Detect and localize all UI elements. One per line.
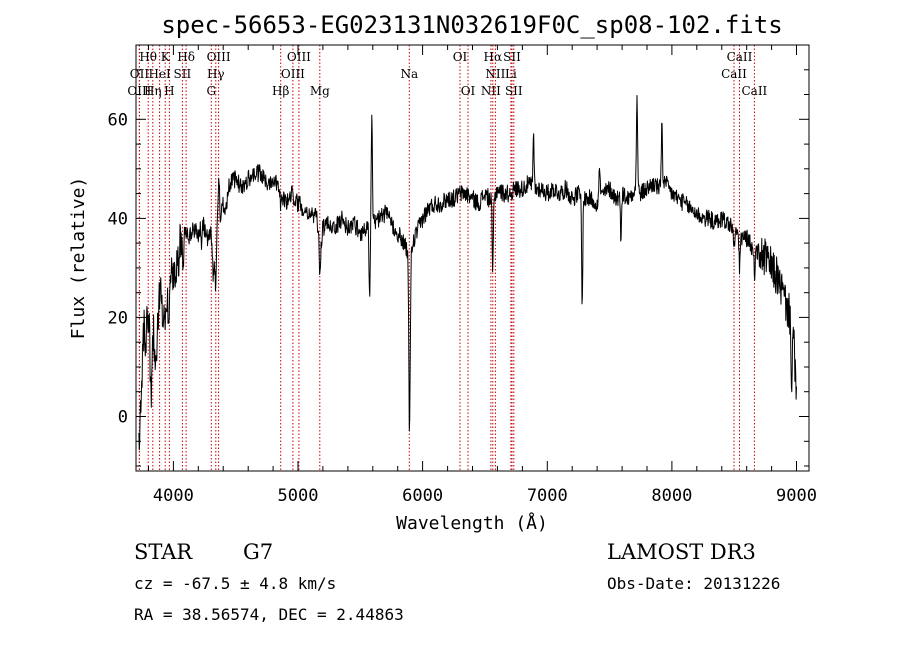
line-label: Li <box>505 67 517 81</box>
plot-frame <box>135 44 810 472</box>
line-label: OIII <box>127 84 151 98</box>
line-label: CaII <box>741 84 767 98</box>
line-label: CaII <box>721 67 747 81</box>
x-tick-label: 4000 <box>153 486 194 506</box>
x-tick-label: 9000 <box>776 486 817 506</box>
line-label: NII <box>481 84 501 98</box>
line-label: OII <box>130 67 150 81</box>
line-label: H <box>164 84 174 98</box>
object-class: STAR <box>134 540 193 564</box>
line-label: Mg <box>310 84 330 98</box>
line-label: NII <box>485 67 505 81</box>
chart-title: spec-56653-EG023131N032619F0C_sp08-102.f… <box>161 11 782 39</box>
line-label: OIII <box>207 50 231 64</box>
line-label: OIII <box>287 50 311 64</box>
y-axis-title: Flux (relative) <box>68 177 89 340</box>
x-tick-label: 6000 <box>402 486 443 506</box>
spectral-line-markers <box>138 45 755 471</box>
line-label: SII <box>503 50 521 64</box>
y-tick-label: 20 <box>108 308 128 328</box>
line-label: OI <box>453 50 468 64</box>
line-label: SII <box>505 84 523 98</box>
line-label: HeI <box>148 67 171 81</box>
line-label: Hα <box>484 50 503 64</box>
coordinates-readout: RA = 38.56574, DEC = 2.44863 <box>134 605 404 624</box>
line-label: SII <box>174 67 192 81</box>
line-label: CaII <box>727 50 753 64</box>
line-label: Na <box>400 67 418 81</box>
line-label: Hγ <box>207 67 225 81</box>
x-axis: 4000 5000 6000 7000 8000 9000 <box>148 45 817 506</box>
survey-name: LAMOST DR3 <box>607 540 756 564</box>
y-tick-label: 40 <box>108 209 128 229</box>
line-label: OIII <box>281 67 305 81</box>
x-tick-label: 7000 <box>527 486 568 506</box>
line-label: K <box>161 50 171 64</box>
line-label: Hη <box>144 84 162 98</box>
x-tick-label: 5000 <box>278 486 319 506</box>
line-label: Hθ <box>139 50 157 64</box>
observation-date: Obs-Date: 20131226 <box>607 574 780 593</box>
spectrum-line <box>138 95 797 451</box>
spectrum-series <box>138 95 797 451</box>
line-label: Hδ <box>177 50 195 64</box>
y-tick-label: 60 <box>108 110 128 130</box>
y-axis: 0 20 40 60 <box>108 69 809 467</box>
redshift-readout: cz = -67.5 ± 4.8 km/s <box>134 574 336 593</box>
line-label: G <box>207 84 217 98</box>
object-subclass: G7 <box>243 540 273 564</box>
line-label: Hβ <box>272 84 289 98</box>
y-tick-label: 0 <box>118 408 128 428</box>
x-axis-title: Wavelength (Å) <box>396 512 548 534</box>
x-tick-label: 8000 <box>651 486 692 506</box>
line-label: OI <box>461 84 476 98</box>
